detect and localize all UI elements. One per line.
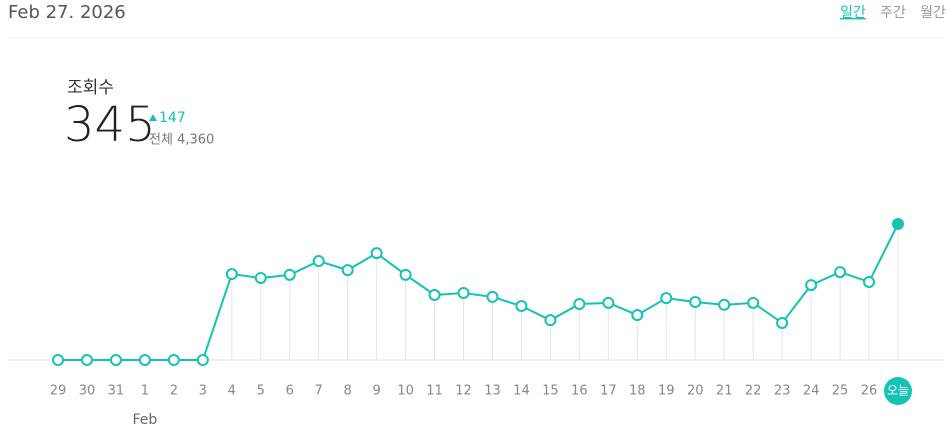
- up-icon: [149, 114, 157, 121]
- point: [283, 268, 296, 281]
- x-tick-label: 19: [658, 384, 675, 399]
- x-tick-label: 13: [484, 384, 501, 399]
- point: [776, 316, 789, 329]
- point: [370, 247, 383, 260]
- x-tick-label: 5: [257, 384, 265, 399]
- x-tick-label: 2: [170, 384, 178, 399]
- month-label: Feb: [132, 412, 157, 428]
- point: [660, 292, 673, 305]
- x-tick-label: 23: [774, 384, 791, 399]
- x-tick-label: 10: [397, 384, 414, 399]
- point: [834, 266, 847, 279]
- x-tick-label: 31: [108, 384, 125, 399]
- point: [515, 299, 528, 312]
- point: [341, 264, 354, 277]
- point: [312, 255, 325, 268]
- point: [602, 296, 615, 309]
- x-tick-label: 22: [745, 384, 762, 399]
- point: [428, 288, 441, 301]
- stat-change: 147: [159, 110, 186, 126]
- point: [225, 268, 238, 281]
- x-tick-label: 30: [79, 384, 96, 399]
- x-tick-label: 26: [861, 384, 878, 399]
- x-tick-label: 8: [344, 384, 352, 399]
- x-tick-label: 4: [228, 384, 236, 399]
- point: [80, 354, 93, 366]
- x-tick-label: 1: [141, 384, 149, 399]
- x-tick-label: 15: [542, 384, 559, 399]
- point: [52, 354, 64, 366]
- today-badge: [884, 377, 912, 405]
- stat-label: 조회수: [67, 78, 114, 98]
- period-tab[interactable]: 월간: [920, 5, 946, 21]
- point: [573, 298, 586, 311]
- x-tick-label: 11: [426, 384, 443, 399]
- point: [196, 354, 209, 366]
- point: [544, 314, 557, 327]
- x-tick-label: 21: [716, 384, 733, 399]
- point: [805, 279, 818, 292]
- point: [399, 268, 412, 281]
- point: [138, 354, 151, 366]
- x-tick-label: 14: [513, 384, 530, 399]
- line: [58, 223, 899, 361]
- point: [892, 218, 904, 230]
- period-tab[interactable]: 일간: [840, 5, 866, 21]
- point: [254, 272, 267, 285]
- x-tick-label: 18: [629, 384, 646, 399]
- point: [109, 354, 122, 366]
- stat-value: 345: [64, 97, 156, 153]
- point: [486, 290, 499, 303]
- point: [863, 275, 876, 288]
- point: [457, 286, 470, 299]
- x-tick-label: 7: [315, 384, 323, 399]
- point: [167, 354, 180, 366]
- x-tick-label: 20: [687, 384, 704, 399]
- stat-total: 전체 4,360: [149, 133, 214, 148]
- point: [718, 298, 731, 311]
- point: [747, 296, 760, 309]
- date: Feb 27. 2026: [8, 2, 126, 23]
- x-tick-label: 17: [600, 384, 617, 399]
- x-tick-label: 9: [372, 384, 380, 399]
- x-tick-label: 3: [199, 384, 207, 399]
- point: [689, 296, 702, 309]
- x-tick-label: 12: [455, 384, 472, 399]
- x-tick-label: 6: [286, 384, 294, 399]
- x-tick-label: 오늘: [887, 384, 909, 398]
- point: [631, 309, 644, 322]
- x-tick-label: 29: [50, 384, 67, 399]
- x-tick-label: 25: [832, 384, 849, 399]
- period-tab[interactable]: 주간: [880, 5, 906, 21]
- x-tick-label: 24: [803, 384, 820, 399]
- x-tick-label: 16: [571, 384, 588, 399]
